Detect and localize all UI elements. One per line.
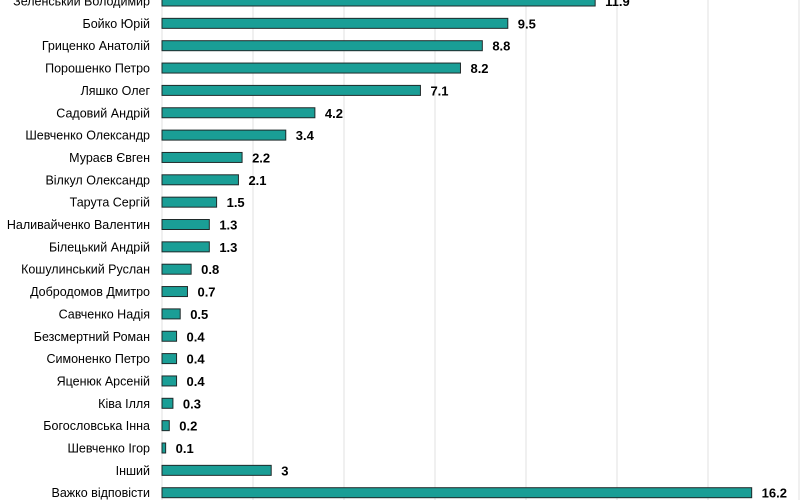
bar-0 <box>161 0 596 7</box>
category-label-19: Богословська Інна <box>43 419 150 433</box>
category-label-1: Бойко Юрій <box>82 17 150 31</box>
bar-11 <box>161 241 210 253</box>
category-label-5: Садовий Андрій <box>56 106 150 120</box>
value-label-0: 11.9 <box>605 0 630 9</box>
category-label-10: Наливайченко Валентин <box>7 218 150 232</box>
value-label-5: 4.2 <box>325 106 343 121</box>
bar-18 <box>161 397 174 409</box>
bar-8 <box>161 174 239 186</box>
bar-2 <box>161 40 483 52</box>
category-label-3: Порошенко Петро <box>45 62 150 76</box>
value-labels: 11.99.58.88.27.14.23.42.22.11.51.31.30.8… <box>176 0 787 500</box>
bar-15 <box>161 330 178 342</box>
value-label-4: 7.1 <box>430 83 448 98</box>
category-label-4: Ляшко Олег <box>81 84 151 98</box>
value-label-22: 16.2 <box>762 486 787 500</box>
bar-6 <box>161 129 287 141</box>
value-label-8: 2.1 <box>248 173 266 188</box>
bar-4 <box>161 84 421 96</box>
category-label-0: Зеленський Володимир <box>13 0 150 9</box>
category-label-15: Безсмертний Роман <box>34 330 150 344</box>
bar-5 <box>161 107 316 119</box>
category-label-21: Інший <box>116 464 150 478</box>
value-label-10: 1.3 <box>219 218 237 233</box>
category-label-16: Симоненко Петро <box>47 352 151 366</box>
category-label-20: Шевченко Ігор <box>67 442 150 456</box>
category-label-12: Кошулинський Руслан <box>21 263 150 277</box>
bar-17 <box>161 375 178 387</box>
category-label-22: Важко відповісти <box>52 486 151 500</box>
value-label-6: 3.4 <box>296 128 315 143</box>
bar-14 <box>161 308 181 320</box>
value-label-2: 8.8 <box>492 39 510 54</box>
bar-12 <box>161 263 192 275</box>
value-label-17: 0.4 <box>187 374 206 389</box>
gridlines <box>161 0 800 500</box>
category-label-9: Тарута Сергій <box>70 196 150 210</box>
category-label-17: Яценюк Арсеній <box>57 374 150 388</box>
bar-9 <box>161 196 218 208</box>
value-label-1: 9.5 <box>518 16 536 31</box>
category-labels: Зеленський Володимир Бойко Юрій Гриценко А… <box>7 0 151 500</box>
bar-21 <box>161 464 272 476</box>
value-label-13: 0.7 <box>197 285 215 300</box>
value-label-12: 0.8 <box>201 262 219 277</box>
bar-13 <box>161 286 188 298</box>
category-label-18: Ківа Ілля <box>98 397 150 411</box>
category-label-7: Мураєв Євген <box>69 151 150 165</box>
value-label-15: 0.4 <box>187 329 206 344</box>
value-label-11: 1.3 <box>219 240 237 255</box>
value-label-14: 0.5 <box>190 307 208 322</box>
bar-16 <box>161 353 178 365</box>
value-label-19: 0.2 <box>179 419 197 434</box>
category-label-11: Білецький Андрій <box>49 240 150 254</box>
bar-10 <box>161 219 210 230</box>
value-label-20: 0.1 <box>176 441 194 456</box>
bar-7 <box>161 151 243 163</box>
category-label-13: Добродомов Дмитро <box>30 285 150 299</box>
category-label-8: Вілкул Олександр <box>45 173 150 187</box>
bar-22 <box>161 487 753 499</box>
value-label-18: 0.3 <box>183 396 201 411</box>
category-label-6: Шевченко Олександр <box>25 129 150 143</box>
category-label-2: Гриценко Анатолій <box>42 39 150 53</box>
value-label-7: 2.2 <box>252 150 270 165</box>
category-label-14: Савченко Надія <box>59 307 150 321</box>
bar-19 <box>161 420 170 432</box>
value-label-9: 1.5 <box>227 195 245 210</box>
bar-20 <box>161 442 167 454</box>
value-label-16: 0.4 <box>187 352 206 367</box>
value-label-3: 8.2 <box>470 61 488 76</box>
value-label-21: 3 <box>281 463 288 478</box>
bar-3 <box>161 62 461 74</box>
bar-1 <box>161 17 509 29</box>
bars <box>161 0 753 499</box>
